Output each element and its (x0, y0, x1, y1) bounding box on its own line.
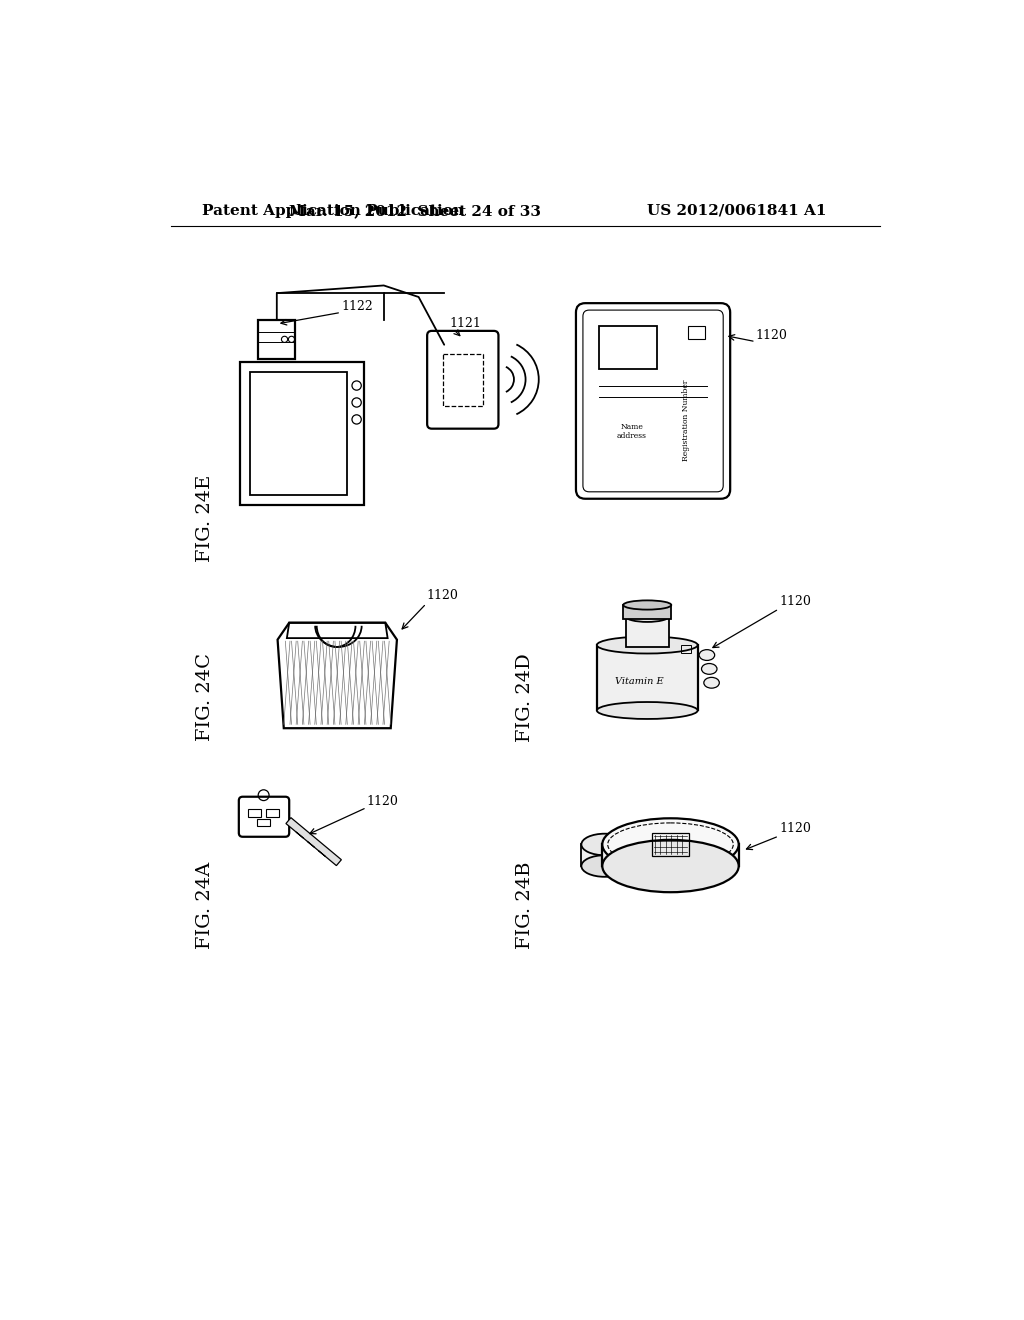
Text: Patent Application Publication: Patent Application Publication (202, 203, 464, 218)
Text: 1120: 1120 (779, 822, 811, 834)
Text: FIG. 24E: FIG. 24E (197, 475, 214, 562)
Ellipse shape (602, 818, 738, 871)
Text: 1121: 1121 (450, 317, 481, 330)
Text: 1122: 1122 (341, 300, 373, 313)
Ellipse shape (703, 677, 719, 688)
Bar (257, 818, 270, 826)
Bar (681, 645, 691, 653)
Text: Registration Number: Registration Number (682, 380, 690, 461)
Polygon shape (307, 841, 314, 847)
Bar (241, 363, 365, 506)
Text: FIG. 24B: FIG. 24B (515, 862, 534, 949)
Bar (652, 833, 689, 855)
Text: Vitamin E: Vitamin E (615, 677, 664, 686)
Polygon shape (318, 850, 326, 857)
Text: US 2012/0061841 A1: US 2012/0061841 A1 (647, 203, 826, 218)
Ellipse shape (626, 611, 669, 622)
Bar (599, 326, 657, 368)
Ellipse shape (701, 664, 717, 675)
Bar (442, 354, 483, 405)
Bar (597, 645, 697, 710)
Bar (266, 809, 280, 817)
Bar (250, 372, 346, 495)
Bar (624, 605, 672, 619)
Text: 1120: 1120 (367, 795, 398, 808)
Bar (627, 616, 669, 647)
Bar (688, 326, 706, 339)
Text: FIG. 24D: FIG. 24D (515, 653, 534, 742)
Text: 1120: 1120 (756, 329, 787, 342)
Bar (248, 809, 261, 817)
Ellipse shape (624, 601, 672, 610)
Ellipse shape (597, 702, 697, 719)
Text: Name
address: Name address (616, 424, 647, 441)
Ellipse shape (582, 834, 628, 855)
Text: FIG. 24A: FIG. 24A (197, 862, 214, 949)
Text: Mar. 15, 2012  Sheet 24 of 33: Mar. 15, 2012 Sheet 24 of 33 (289, 203, 541, 218)
Polygon shape (286, 817, 341, 866)
Ellipse shape (602, 840, 738, 892)
Bar (602, 845, 738, 866)
Ellipse shape (582, 855, 628, 876)
Bar (582, 845, 628, 866)
Ellipse shape (597, 636, 697, 653)
Polygon shape (296, 832, 303, 838)
Bar (258, 321, 295, 359)
Text: 1120: 1120 (779, 594, 811, 607)
Text: FIG. 24C: FIG. 24C (197, 653, 214, 742)
Ellipse shape (699, 649, 715, 660)
Text: 1120: 1120 (426, 589, 459, 602)
